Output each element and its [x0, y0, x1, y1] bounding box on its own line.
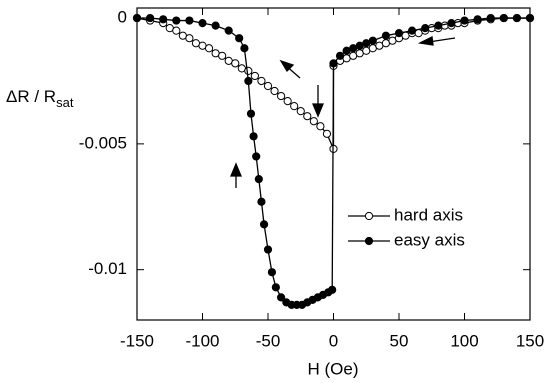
y-axis-label: ΔR / Rsat [6, 87, 74, 110]
data-point [309, 117, 318, 126]
arrows [230, 36, 456, 188]
data-point [185, 16, 194, 25]
data-point [447, 18, 456, 28]
x-tick-label: 50 [390, 331, 409, 350]
data-point [381, 31, 390, 40]
x-tick-label: -150 [120, 331, 154, 350]
data-point [486, 13, 495, 23]
data-point [277, 91, 286, 101]
data-point [159, 15, 168, 24]
x-tick-label: 150 [516, 331, 544, 350]
data-point [512, 13, 522, 23]
data-point [421, 24, 430, 33]
x-axis-label: H (Oe) [308, 359, 359, 378]
data-point [132, 13, 142, 23]
data-point [408, 26, 417, 35]
data-point [290, 102, 299, 111]
legend-label: easy axis [394, 230, 465, 249]
x-tick-label: -100 [185, 331, 219, 350]
data-point [270, 86, 279, 96]
data-point [368, 36, 377, 45]
data-point [244, 66, 253, 76]
data-point [303, 112, 312, 121]
data-point [240, 44, 249, 53]
data-point [211, 21, 220, 30]
x-tick-label: 0 [329, 331, 338, 350]
data-point [322, 129, 332, 138]
data-point [172, 16, 181, 25]
data-point [252, 152, 261, 161]
legend-label: hard axis [394, 205, 463, 224]
y-tick-label: -0.005 [79, 133, 127, 152]
data-point [218, 51, 227, 60]
data-point [246, 109, 256, 118]
data-point [263, 245, 273, 254]
data-point [394, 29, 404, 38]
y-label-subscript: sat [56, 95, 74, 110]
data-point [267, 268, 277, 277]
data-point [460, 16, 469, 25]
data-point [263, 81, 273, 91]
data-point [204, 44, 214, 53]
data-point [254, 174, 263, 184]
y-tick-label: -0.01 [88, 259, 127, 278]
data-point [198, 18, 207, 28]
data-point [434, 21, 443, 30]
data-point [296, 107, 305, 116]
data-point [244, 76, 253, 86]
data-point [283, 96, 292, 106]
legend-marker [364, 236, 374, 246]
data-point [329, 59, 338, 68]
data-point [249, 132, 258, 141]
data-point [172, 26, 181, 35]
data-point [335, 51, 345, 60]
data-point [257, 197, 266, 206]
data-point [271, 283, 280, 292]
data-point [224, 26, 233, 35]
data-point [259, 220, 269, 229]
legend-marker [364, 211, 374, 221]
data-point [250, 71, 259, 81]
data-point [499, 13, 508, 23]
x-tick-label: 100 [450, 331, 478, 350]
data-point [473, 15, 482, 24]
data-point [316, 122, 325, 131]
data-point [525, 13, 535, 23]
data-point [328, 285, 337, 294]
data-point [185, 34, 194, 43]
x-tick-label: -50 [256, 331, 281, 350]
data-point [277, 293, 286, 302]
y-tick-label: 0 [118, 8, 127, 27]
data-point [235, 34, 244, 43]
data-point [146, 13, 155, 23]
y-label-main: ΔR / R [6, 87, 56, 106]
data-point [231, 59, 240, 68]
data-point [257, 76, 266, 86]
